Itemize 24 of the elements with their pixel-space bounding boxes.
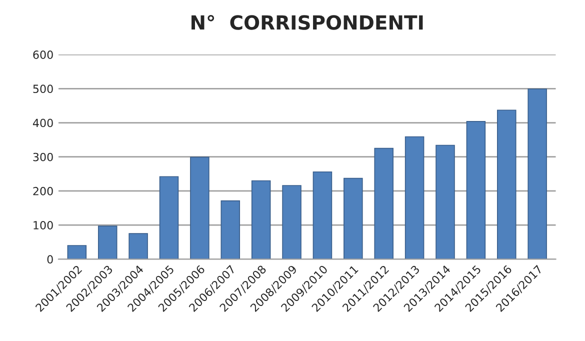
y-tick-label: 0 <box>47 255 53 264</box>
bar <box>404 136 424 260</box>
bar <box>98 226 118 260</box>
bar <box>128 233 148 260</box>
bar <box>159 176 179 260</box>
y-tick-label: 300 <box>33 152 53 162</box>
bar <box>528 88 547 260</box>
bar <box>344 178 363 260</box>
y-tick-label: 100 <box>34 221 53 230</box>
bar <box>374 148 394 260</box>
bar <box>67 245 87 260</box>
bar <box>436 144 455 260</box>
bar <box>190 156 210 260</box>
chart-title: N° CORRISPONDENTI <box>192 14 423 30</box>
bar <box>251 180 271 260</box>
bar <box>220 200 240 260</box>
bar <box>497 110 516 260</box>
bar <box>312 171 332 260</box>
bar <box>282 185 302 260</box>
y-tick-label: 600 <box>33 50 53 59</box>
y-tick-label: 200 <box>33 186 53 196</box>
y-tick-label: 400 <box>32 118 53 128</box>
y-tick-label: 500 <box>33 84 53 94</box>
bar <box>466 120 486 260</box>
